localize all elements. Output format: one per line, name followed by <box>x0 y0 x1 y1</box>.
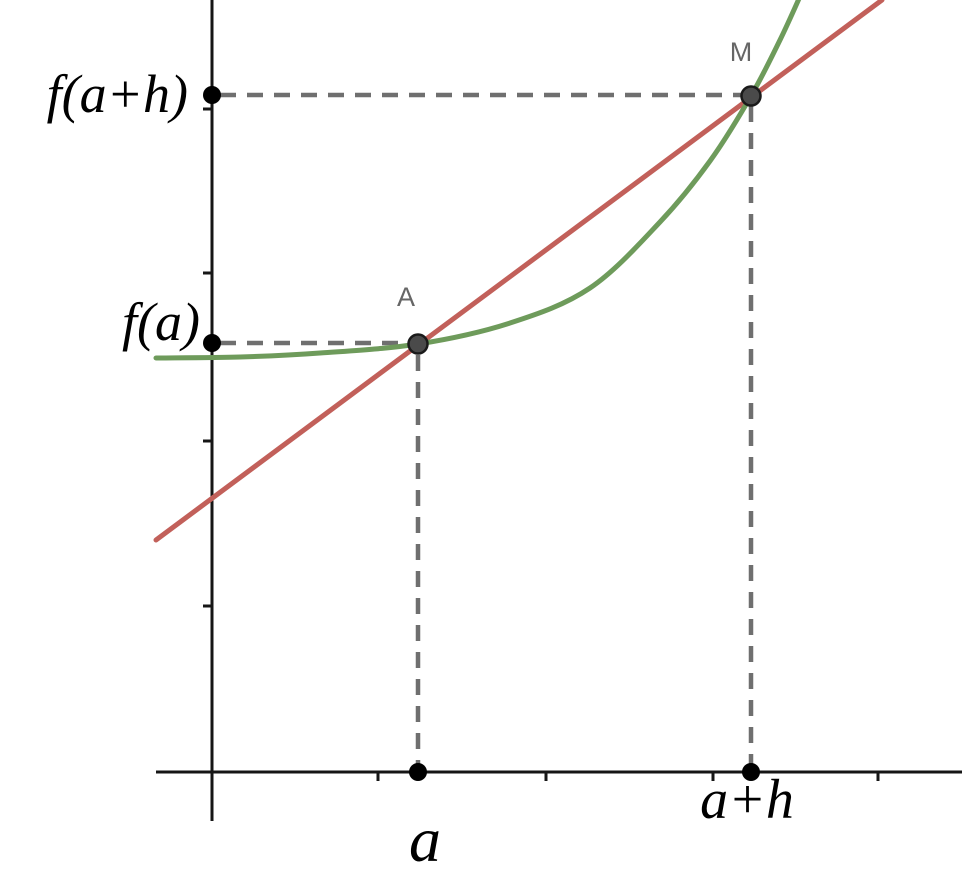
axes <box>156 0 962 821</box>
label-M: M <box>730 37 753 67</box>
label-A: A <box>397 282 415 312</box>
point-A <box>407 333 429 355</box>
label-f_a_plus_h: f(a+h) <box>47 64 188 124</box>
axis-dot <box>203 334 221 352</box>
y-axis-ticks <box>203 107 212 608</box>
axis-dots <box>203 86 760 781</box>
secant-line <box>153 0 885 543</box>
x-axis-ticks <box>376 772 880 781</box>
axis-dot <box>203 86 221 104</box>
label-a: a <box>409 804 441 875</box>
dashed-guides <box>220 92 754 765</box>
label-a_plus_h: a+h <box>700 769 794 831</box>
label-f_a: f(a) <box>122 292 200 352</box>
axis-dot <box>742 763 760 781</box>
point-M <box>740 85 762 107</box>
function-curve <box>153 0 802 361</box>
axis-dot <box>409 763 427 781</box>
